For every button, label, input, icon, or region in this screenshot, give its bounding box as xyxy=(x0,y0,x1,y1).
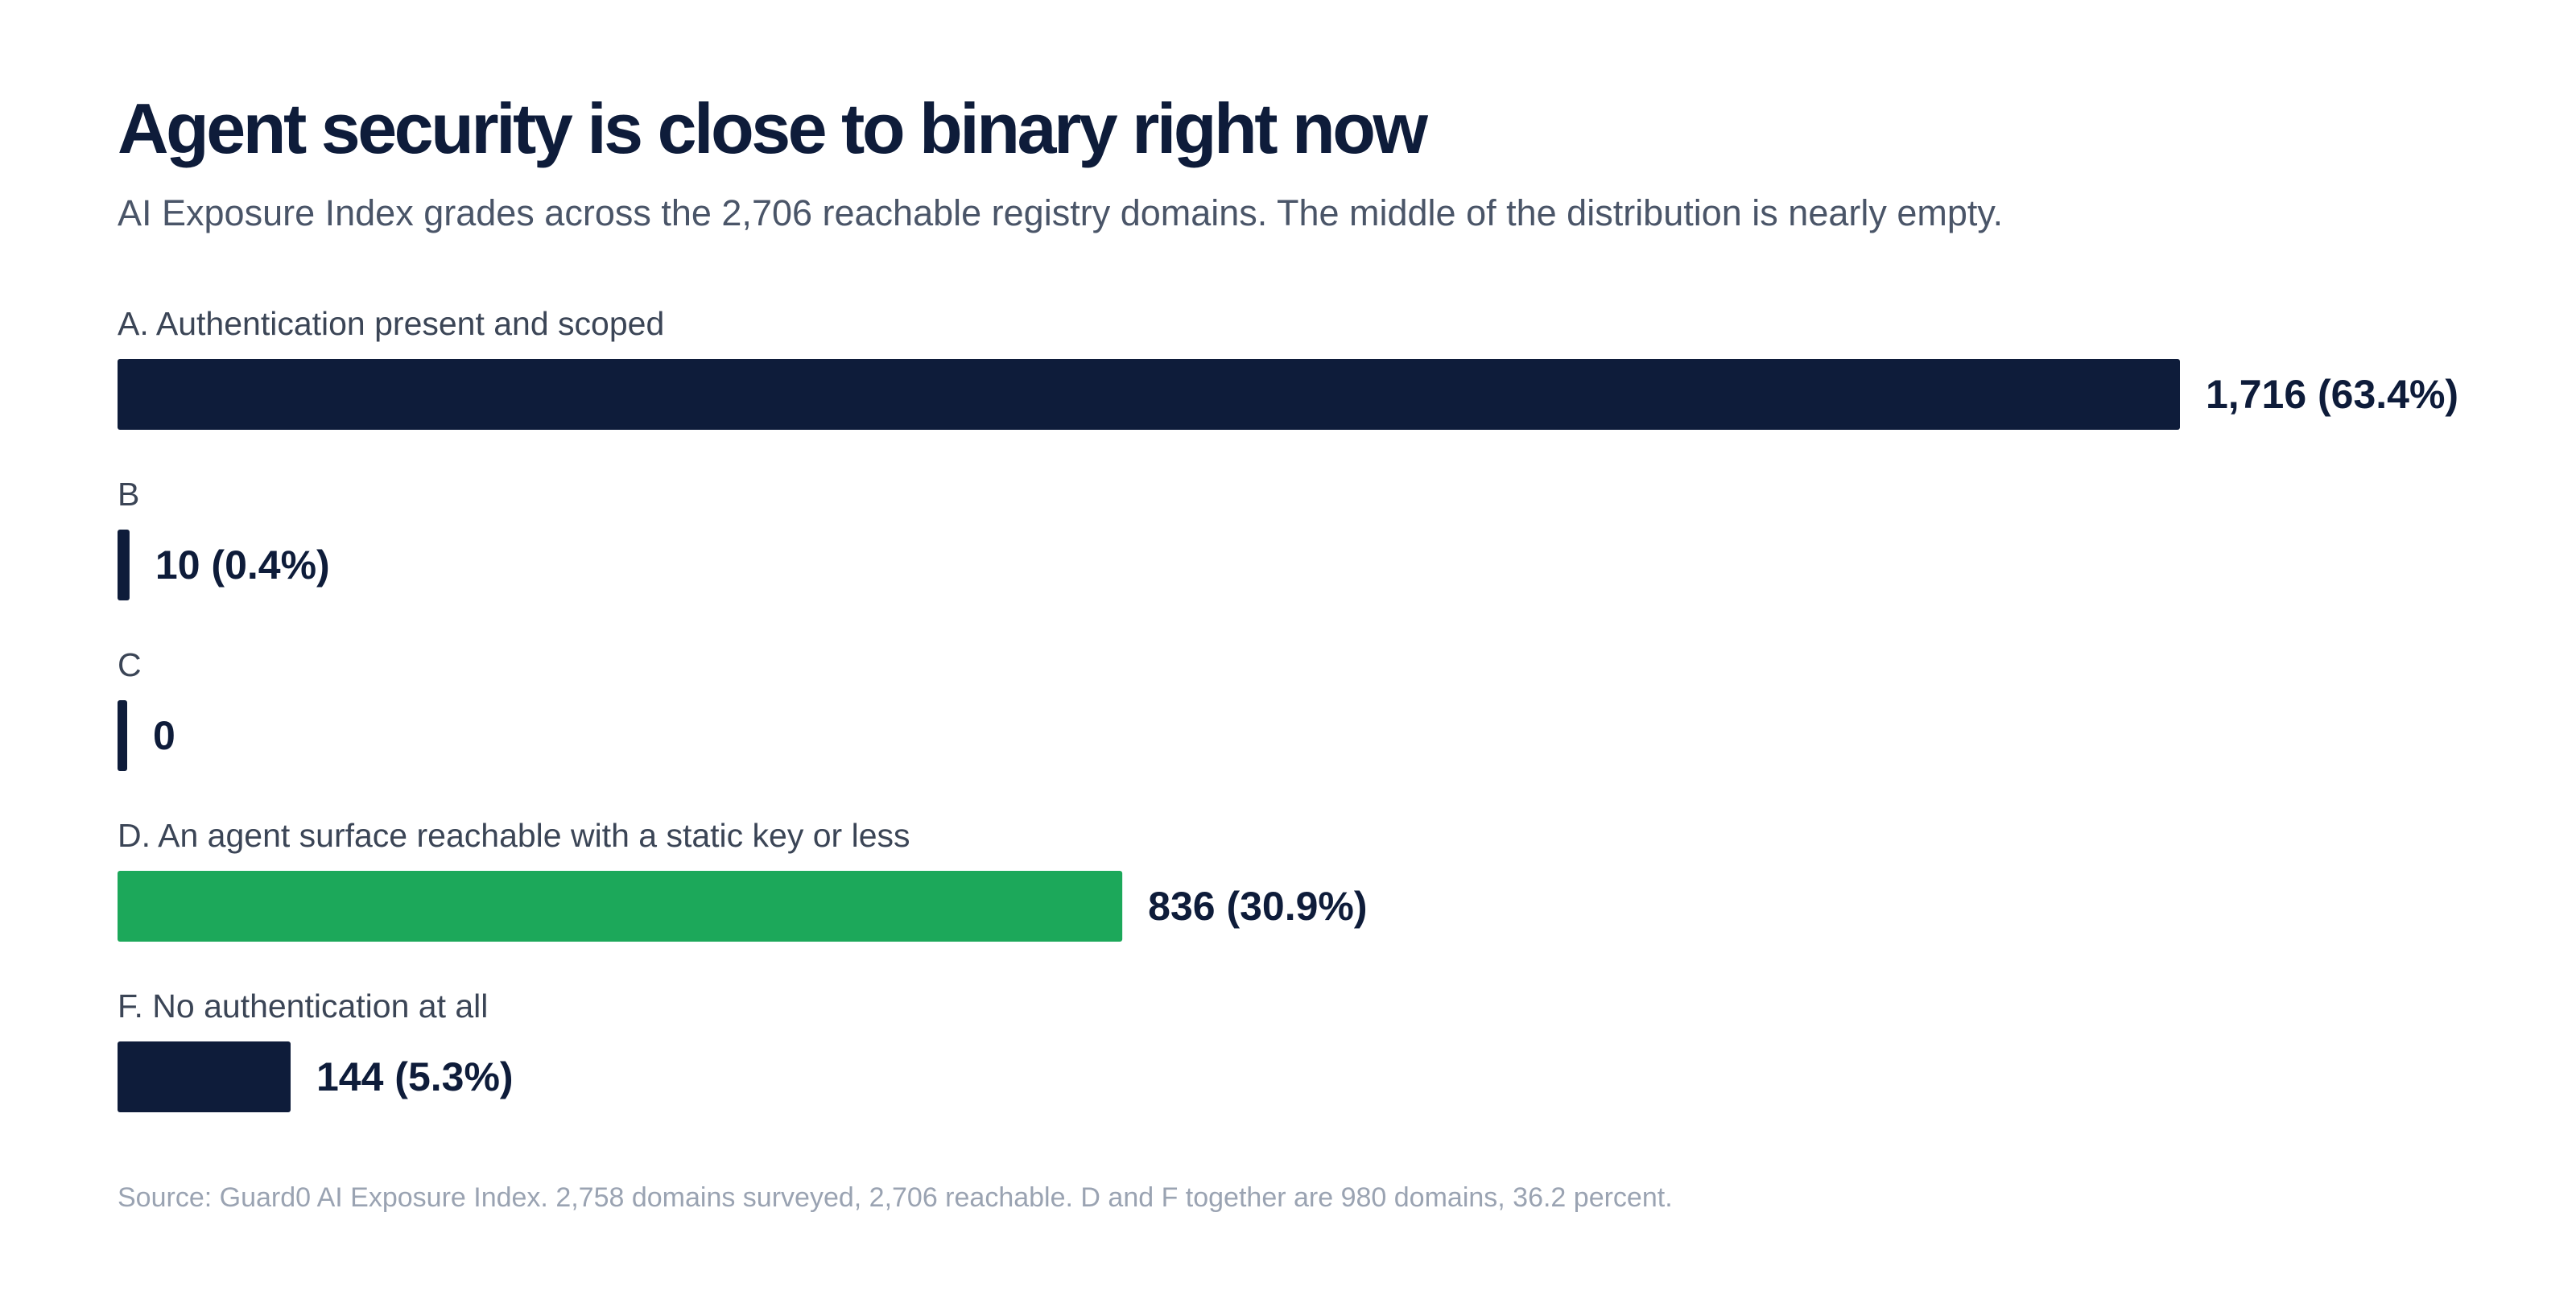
category-label: C xyxy=(118,646,142,683)
category-label: A. Authentication present and scoped xyxy=(118,305,664,342)
bar xyxy=(118,871,1123,942)
chart-title: Agent security is close to binary right … xyxy=(118,89,1428,168)
bar xyxy=(118,1041,291,1112)
value-label: 144 (5.3%) xyxy=(316,1054,514,1099)
value-label: 10 (0.4%) xyxy=(155,542,330,588)
bar xyxy=(118,700,127,771)
source-note: Source: Guard0 AI Exposure Index. 2,758 … xyxy=(118,1182,1673,1213)
value-label: 0 xyxy=(153,713,175,758)
category-label: B xyxy=(118,476,139,513)
category-label: D. An agent surface reachable with a sta… xyxy=(118,817,910,854)
bar xyxy=(118,359,2180,430)
bar xyxy=(118,530,130,600)
chart-subtitle: AI Exposure Index grades across the 2,70… xyxy=(118,192,2004,233)
category-label: F. No authentication at all xyxy=(118,988,488,1025)
value-label: 1,716 (63.4%) xyxy=(2206,372,2458,417)
value-label: 836 (30.9%) xyxy=(1148,884,1367,929)
